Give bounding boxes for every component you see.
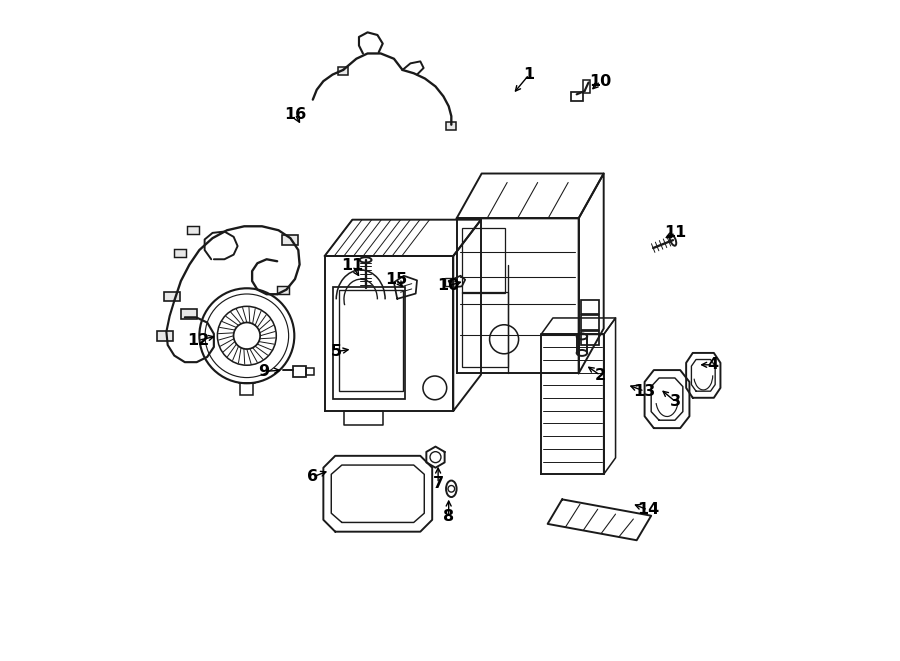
Bar xyxy=(583,80,590,93)
Bar xyxy=(283,235,298,245)
Bar xyxy=(462,227,505,293)
Bar xyxy=(333,288,405,399)
Text: 10: 10 xyxy=(590,73,611,89)
Text: 8: 8 xyxy=(443,509,454,524)
Bar xyxy=(581,315,598,330)
Text: 12: 12 xyxy=(187,333,209,348)
Text: 10: 10 xyxy=(437,278,460,293)
Bar xyxy=(164,292,180,301)
Bar xyxy=(277,286,289,293)
Bar xyxy=(581,331,598,346)
Bar xyxy=(240,383,254,395)
Text: 9: 9 xyxy=(258,364,270,379)
Text: 13: 13 xyxy=(634,383,656,399)
Text: 7: 7 xyxy=(433,476,444,491)
Bar xyxy=(158,331,173,341)
Bar xyxy=(339,290,403,391)
Text: 1: 1 xyxy=(524,67,535,82)
Bar xyxy=(338,67,347,75)
Bar xyxy=(462,292,508,367)
Bar xyxy=(446,122,456,130)
Text: 16: 16 xyxy=(284,106,306,122)
Text: 5: 5 xyxy=(331,344,342,359)
Text: 11: 11 xyxy=(341,258,364,274)
Bar xyxy=(572,92,583,101)
Text: 14: 14 xyxy=(637,502,659,518)
Bar xyxy=(181,309,197,319)
Text: 11: 11 xyxy=(664,225,687,241)
Bar xyxy=(581,300,598,315)
Text: 3: 3 xyxy=(670,394,681,409)
Bar xyxy=(446,278,454,286)
Text: 2: 2 xyxy=(595,368,606,383)
Text: 6: 6 xyxy=(307,469,319,485)
Text: 15: 15 xyxy=(385,272,407,287)
Bar xyxy=(293,366,306,377)
Bar xyxy=(175,249,186,256)
Text: 4: 4 xyxy=(707,358,718,372)
Bar xyxy=(187,226,199,234)
Bar xyxy=(306,368,314,375)
